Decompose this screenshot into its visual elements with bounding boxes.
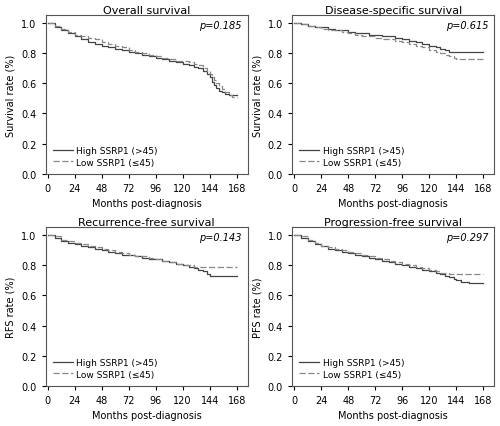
X-axis label: Months post-diagnosis: Months post-diagnosis [92,199,202,209]
Text: p=0.615: p=0.615 [446,21,488,31]
X-axis label: Months post-diagnosis: Months post-diagnosis [338,411,448,420]
Title: Disease-specific survival: Disease-specific survival [324,6,462,15]
Text: p=0.185: p=0.185 [200,21,242,31]
Y-axis label: RFS rate (%): RFS rate (%) [6,276,16,337]
Y-axis label: Survival rate (%): Survival rate (%) [252,54,262,136]
X-axis label: Months post-diagnosis: Months post-diagnosis [338,199,448,209]
Title: Progression-free survival: Progression-free survival [324,217,462,227]
Legend: High SSRP1 (>45), Low SSRP1 (≤45): High SSRP1 (>45), Low SSRP1 (≤45) [50,355,160,381]
Y-axis label: PFS rate (%): PFS rate (%) [252,277,262,337]
Legend: High SSRP1 (>45), Low SSRP1 (≤45): High SSRP1 (>45), Low SSRP1 (≤45) [296,144,407,170]
X-axis label: Months post-diagnosis: Months post-diagnosis [92,411,202,420]
Title: Recurrence-free survival: Recurrence-free survival [78,217,215,227]
Y-axis label: Survival rate (%): Survival rate (%) [6,54,16,136]
Text: p=0.297: p=0.297 [446,233,488,243]
Legend: High SSRP1 (>45), Low SSRP1 (≤45): High SSRP1 (>45), Low SSRP1 (≤45) [50,144,160,170]
Title: Overall survival: Overall survival [103,6,190,15]
Legend: High SSRP1 (>45), Low SSRP1 (≤45): High SSRP1 (>45), Low SSRP1 (≤45) [296,355,407,381]
Text: p=0.143: p=0.143 [200,233,242,243]
